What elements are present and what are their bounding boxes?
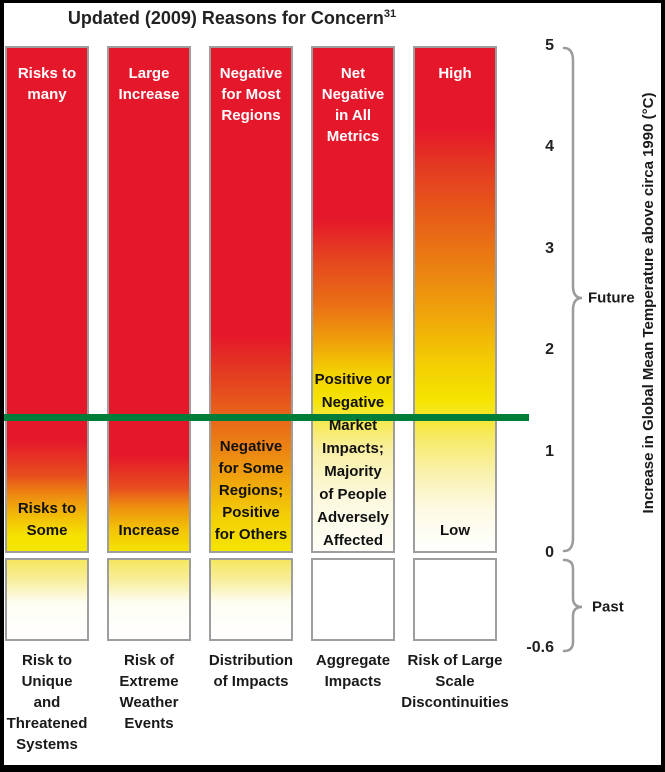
category-label: Risk to Unique and Threatened Systems <box>6 652 88 753</box>
ember-gradient-bar: Risks to many Risks to Some <box>5 46 89 553</box>
ember-column-unique-threatened-systems: Risks to many Risks to Some Risk to Uniq… <box>5 46 89 753</box>
future-brace <box>562 46 583 553</box>
low-risk-label: Increase <box>118 522 180 539</box>
ember-gradient-bar: Negative for Most Regions Negative for S… <box>209 46 293 553</box>
low-risk-label: Positive or Negative Market Impacts; Maj… <box>314 371 392 549</box>
y-tick-0: 0 <box>545 544 554 561</box>
high-risk-label: High <box>438 65 472 82</box>
category-label: Risk of Large Scale Discontinuities <box>401 652 509 711</box>
y-tick-2: 2 <box>545 341 554 358</box>
figure-title: Updated (2009) Reasons for Concern31 <box>4 8 460 29</box>
current-temperature-reference-line <box>4 414 529 421</box>
title-text: Updated (2009) Reasons for Concern <box>67 8 384 28</box>
title-footnote-marker: 31 <box>383 8 397 20</box>
ember-gradient-bar: Net Negative in All Metrics Positive or … <box>311 46 395 553</box>
past-period-box <box>413 558 497 641</box>
y-axis: 5 4 3 2 1 0 -0.6 <box>502 3 554 703</box>
past-period-box <box>311 558 395 641</box>
high-risk-label: Net Negative in All Metrics <box>321 65 385 145</box>
high-risk-label: Large Increase <box>118 65 180 103</box>
past-period-box <box>5 558 89 641</box>
y-tick-1: 1 <box>545 443 554 460</box>
category-label: Risk of Extreme Weather Events <box>119 652 179 732</box>
ember-column-extreme-weather-events: Large Increase Increase Risk of Extreme … <box>107 46 191 732</box>
y-tick-3: 3 <box>545 240 554 257</box>
low-risk-label: Low <box>440 522 470 539</box>
ember-column-aggregate-impacts: Net Negative in All Metrics Positive or … <box>311 46 395 690</box>
ember-column-large-scale-discontinuities: High Low Risk of Large Scale Discontinui… <box>401 46 509 711</box>
ember-gradient-bar: Large Increase Increase <box>107 46 191 553</box>
y-tick-neg06: -0.6 <box>526 639 554 656</box>
past-brace <box>562 558 583 653</box>
category-label: Aggregate Impacts <box>315 652 391 690</box>
past-period-box <box>209 558 293 641</box>
future-label: Future <box>588 289 635 307</box>
ember-gradient-bar: High Low <box>413 46 497 553</box>
high-risk-label: Risks to many <box>17 65 77 103</box>
low-risk-label: Negative for Some Regions; Positive for … <box>214 438 288 543</box>
low-risk-label: Risks to Some <box>17 500 77 539</box>
ember-column-distribution-of-impacts: Negative for Most Regions Negative for S… <box>209 46 293 690</box>
past-label: Past <box>592 598 624 616</box>
high-risk-label: Negative for Most Regions <box>219 65 283 124</box>
y-axis-title: Increase in Global Mean Temperature abov… <box>640 92 657 514</box>
past-period-box <box>107 558 191 641</box>
category-label: Distribution of Impacts <box>208 652 294 690</box>
y-tick-4: 4 <box>545 138 554 155</box>
y-tick-5: 5 <box>545 37 554 54</box>
